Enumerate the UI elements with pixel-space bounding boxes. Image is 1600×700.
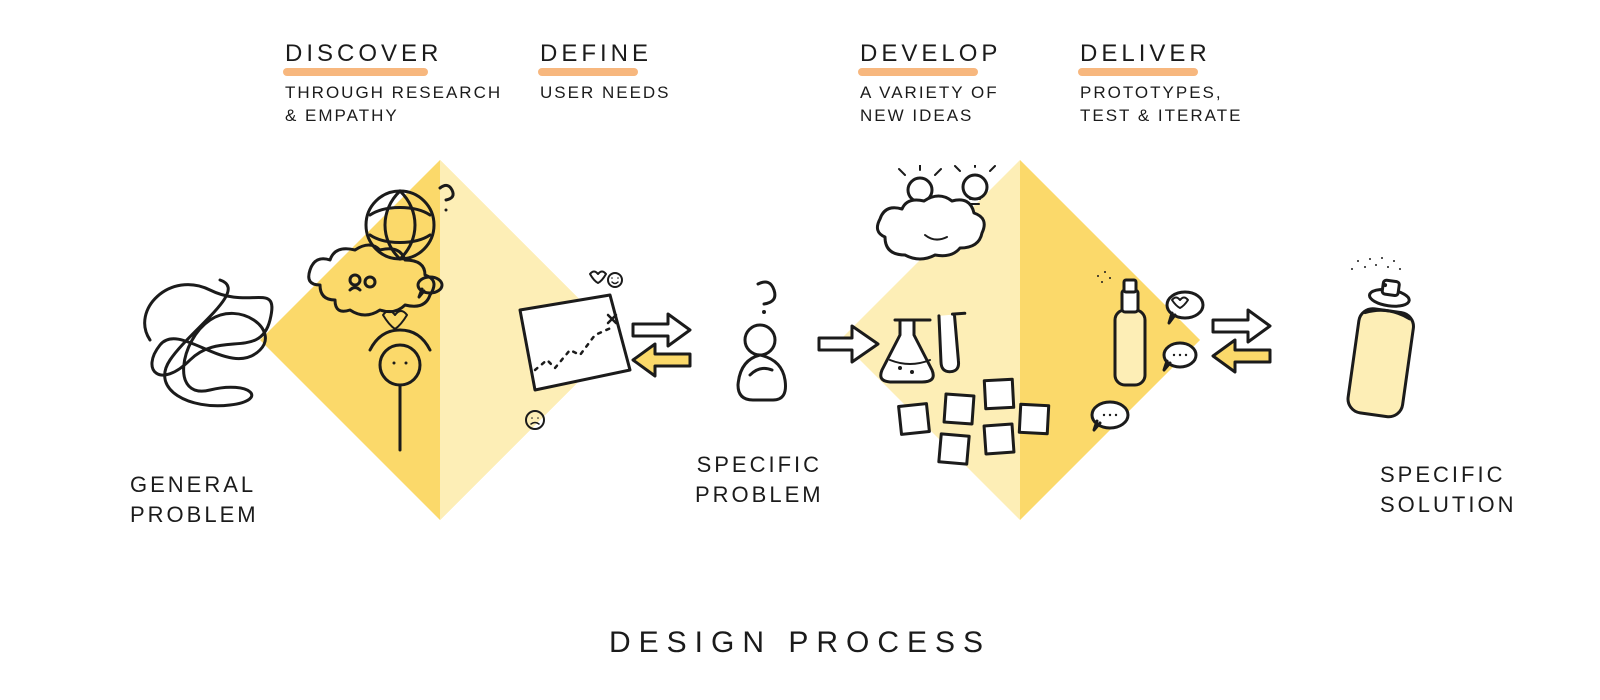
- beaker-notes-icon: [870, 310, 1070, 490]
- phase-title-define: DEFINE: [540, 40, 652, 68]
- state-specific-problem: SPECIFIC PROBLEM: [695, 450, 824, 509]
- arrow-pair-1: [628, 310, 698, 380]
- phase-sub-deliver: PROTOTYPES, TEST & ITERATE: [1080, 82, 1242, 128]
- arrow-pair-2: [1208, 306, 1278, 376]
- arrow-single: [814, 322, 884, 368]
- phase-underline-develop: [858, 68, 978, 76]
- phase-sub-define: USER NEEDS: [540, 82, 671, 105]
- phase-title-deliver: DELIVER: [1080, 40, 1211, 68]
- thinker-icon: [720, 280, 810, 410]
- phase-underline-define: [538, 68, 638, 76]
- phase-sub-discover: THROUGH RESEARCH & EMPATHY: [285, 82, 502, 128]
- phase-underline-deliver: [1078, 68, 1198, 76]
- phase-title-discover: DISCOVER: [285, 40, 442, 68]
- design-process-diagram: DISCOVER THROUGH RESEARCH & EMPATHY DEFI…: [0, 0, 1600, 700]
- scribble-icon: [120, 250, 290, 420]
- brain-bulbs-icon: [870, 165, 1040, 295]
- phase-underline-discover: [283, 68, 428, 76]
- phase-sub-develop: A VARIETY OF NEW IDEAS: [860, 82, 999, 128]
- phase-title-develop: DEVELOP: [860, 40, 1001, 68]
- state-general-problem: GENERAL PROBLEM: [130, 470, 259, 529]
- diagram-title: DESIGN PROCESS: [0, 626, 1600, 660]
- state-specific-solution: SPECIFIC SOLUTION: [1380, 460, 1516, 519]
- spray-can-icon: [1310, 255, 1450, 445]
- globe-person-icon: [300, 180, 500, 460]
